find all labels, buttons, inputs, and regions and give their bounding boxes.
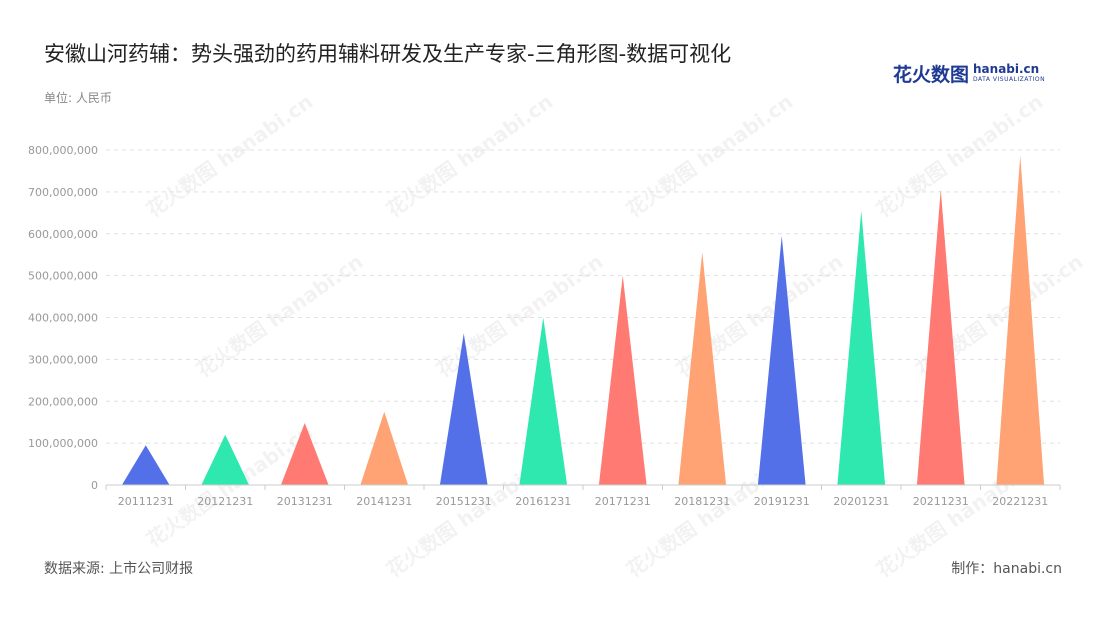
unit-label: 单位: 人民币 bbox=[44, 91, 112, 105]
triangle-bar-20141231 bbox=[360, 411, 409, 485]
x-axis: 20111231 20121231 20131231 20141231 20151231… bbox=[105, 484, 1061, 508]
triangle-bar-20131231 bbox=[280, 423, 329, 485]
y-tick-label: 100,000,000 bbox=[28, 437, 98, 450]
x-tick-label: 20131231 bbox=[277, 495, 333, 508]
y-tick-label: 700,000,000 bbox=[28, 186, 98, 199]
triangle-bar-20181231 bbox=[678, 252, 727, 485]
logo-en-sub: DATA VISUALIZATION bbox=[973, 76, 1046, 83]
x-tick-label: 20171231 bbox=[595, 495, 651, 508]
logo-en-block: hanabi.cn DATA VISUALIZATION bbox=[973, 62, 1046, 84]
y-axis: 0 100,000,000 200,000,000 300,000,000 400,00… bbox=[28, 144, 98, 492]
triangle-bar-20161231 bbox=[519, 317, 568, 485]
y-tick-label: 600,000,000 bbox=[28, 228, 98, 241]
y-tick-label: 200,000,000 bbox=[28, 395, 98, 408]
triangle-bar-20171231 bbox=[598, 275, 647, 485]
logo-cn-text: 花火数图 bbox=[893, 63, 970, 86]
y-tick-label: 800,000,000 bbox=[28, 144, 98, 157]
triangle-bar-20191231 bbox=[757, 235, 806, 485]
x-tick-label: 20141231 bbox=[356, 495, 412, 508]
triangle-bar-20221231 bbox=[996, 155, 1045, 485]
chart-title: 安徽山河药辅：势头强劲的药用辅料研发及生产专家-三角形图-数据可视化 bbox=[44, 42, 732, 66]
triangle-bar-20121231 bbox=[201, 434, 250, 485]
grid-lines bbox=[106, 149, 1060, 444]
x-tick-label: 20191231 bbox=[754, 495, 810, 508]
logo-en-text: hanabi.cn bbox=[973, 62, 1040, 76]
x-tick-label: 20111231 bbox=[118, 495, 174, 508]
maker-credit: 制作：hanabi.cn bbox=[951, 561, 1062, 577]
y-tick-label: 500,000,000 bbox=[28, 270, 98, 283]
brand-logo: 花火数图 hanabi.cn DATA VISUALIZATION bbox=[893, 60, 1045, 86]
y-tick-label: 400,000,000 bbox=[28, 312, 98, 325]
triangle-bar-20111231 bbox=[121, 445, 170, 485]
triangle-bar-20151231 bbox=[439, 333, 488, 485]
x-tick-label: 20211231 bbox=[913, 495, 969, 508]
data-source: 数据来源: 上市公司财报 bbox=[44, 561, 194, 577]
x-tick-label: 20151231 bbox=[436, 495, 492, 508]
y-tick-label: 300,000,000 bbox=[28, 353, 98, 366]
triangle-bars bbox=[121, 155, 1045, 485]
triangle-bar-20201231 bbox=[837, 210, 886, 485]
triangle-bar-20211231 bbox=[916, 189, 965, 485]
x-tick-label: 20161231 bbox=[515, 495, 571, 508]
x-tick-label: 20201231 bbox=[833, 495, 889, 508]
x-tick-label: 20121231 bbox=[197, 495, 253, 508]
y-tick-label: 0 bbox=[91, 479, 98, 492]
x-tick-label: 20181231 bbox=[674, 495, 730, 508]
x-tick-label: 20221231 bbox=[992, 495, 1048, 508]
